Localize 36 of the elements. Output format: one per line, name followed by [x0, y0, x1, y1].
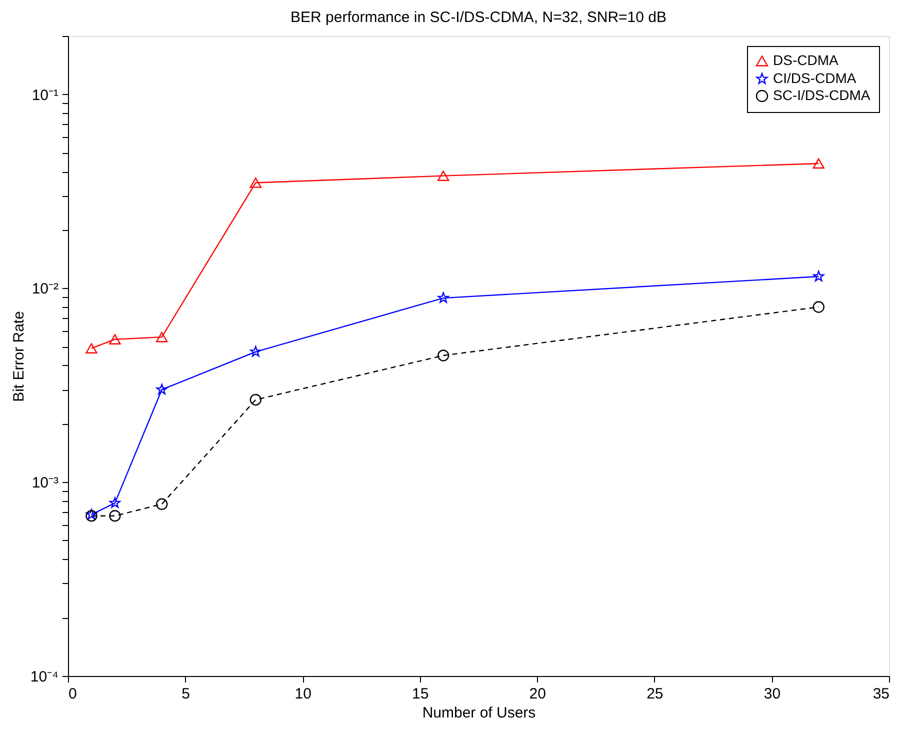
point	[813, 270, 824, 282]
legend-label: DS-CDMA	[773, 52, 839, 68]
point	[437, 350, 450, 362]
x-tick-label: 15	[412, 686, 429, 702]
point	[250, 178, 262, 188]
point	[86, 510, 98, 522]
y-tick-label: 10⁻³	[32, 474, 58, 492]
point	[437, 170, 450, 181]
x-tick-label: 25	[646, 686, 664, 702]
x-tick-label: 35	[872, 686, 890, 702]
x-axis-title: Number of Users	[422, 704, 536, 722]
legend-label: SC-I/DS-CDMA	[773, 87, 871, 103]
x-tick-label: 30	[764, 686, 781, 702]
point	[109, 497, 120, 508]
point	[109, 334, 121, 344]
y-tick-label: 10⁻¹	[32, 86, 58, 104]
y-axis-title: Bit Error Rate	[10, 311, 28, 402]
x-tick-label: 20	[529, 686, 546, 702]
point	[812, 158, 824, 169]
point	[156, 332, 168, 342]
y-tick-label: 10⁻⁴	[30, 668, 58, 686]
point	[86, 343, 98, 354]
x-tick-label: 0	[68, 686, 77, 702]
chart-title: BER performance in SC-I/DS-CDMA, N=32, SNR=10 dB	[290, 9, 666, 26]
x-tick-label: 5	[182, 686, 190, 702]
point	[86, 508, 98, 520]
point	[812, 301, 824, 313]
point	[109, 510, 121, 522]
point	[250, 346, 262, 357]
point	[250, 394, 262, 406]
x-tick-label: 10	[294, 686, 312, 702]
legend-label: CI/DS-CDMA	[773, 70, 857, 86]
y-tick-label: 10⁻²	[32, 280, 58, 298]
point	[438, 292, 449, 303]
point	[156, 498, 168, 510]
point	[156, 384, 168, 394]
